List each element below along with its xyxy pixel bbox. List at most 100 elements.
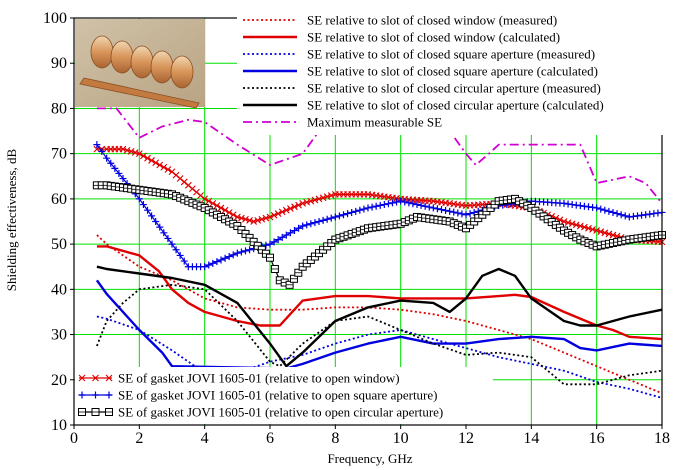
series-6	[96, 71, 663, 204]
series-point-7	[217, 204, 225, 212]
series-point-8	[433, 205, 441, 213]
series-point-8	[323, 215, 331, 223]
y-tick-label: 70	[51, 146, 67, 163]
series-point-8	[242, 247, 249, 255]
series-point-8	[466, 210, 474, 218]
x-tick-label: 18	[654, 430, 670, 447]
series-point-8	[164, 234, 172, 242]
x-tick-label: 14	[523, 430, 539, 447]
series-point-8	[331, 213, 339, 221]
series-point-7	[254, 216, 262, 224]
series-point-8	[360, 205, 368, 213]
series-point-8	[180, 257, 188, 265]
series-point-8	[384, 200, 392, 208]
series-point-8	[168, 240, 176, 248]
series-point-8	[262, 241, 270, 249]
series-point-7	[123, 146, 131, 154]
y-tick-label: 40	[51, 281, 67, 298]
series-point-8	[303, 221, 311, 229]
legend-top-label: Maximum measurable SE	[307, 115, 442, 130]
gasket-finger	[150, 50, 174, 84]
series-point-8	[601, 206, 609, 214]
series-point-8	[364, 204, 372, 212]
legend-top-label: SE relative to slot of closed square ape…	[307, 64, 598, 79]
series-point-7	[597, 228, 605, 236]
legend-bottom-marker	[78, 374, 86, 382]
series-point-8	[107, 159, 115, 167]
series-line-5	[96, 265, 663, 368]
legend-bottom-label: SE of gasket JOVI 1605-01 (relative to o…	[118, 405, 443, 420]
series-point-7	[131, 149, 139, 156]
y-tick-label: 90	[51, 55, 67, 72]
series-point-8	[356, 206, 364, 214]
series-point-8	[172, 246, 180, 254]
series-point-8	[368, 203, 376, 211]
series-point-7	[581, 223, 588, 231]
series-point-8	[397, 197, 405, 205]
legend-top-box	[237, 10, 663, 135]
series-point-7	[140, 152, 147, 160]
gasket-finger	[130, 45, 154, 79]
series-point-8	[152, 218, 160, 225]
series-point-8	[389, 199, 396, 207]
series-point-8	[246, 246, 254, 254]
series-point-8	[315, 218, 323, 225]
series-point-7	[299, 200, 307, 207]
series-point-8	[372, 202, 380, 210]
series-point-8	[470, 208, 478, 216]
series-point-8	[295, 224, 303, 232]
series-point-8	[593, 204, 601, 212]
series-point-7	[564, 219, 572, 227]
y-tick-label: 10	[51, 417, 67, 434]
legend-bottom-marker	[105, 391, 113, 399]
series-point-7	[576, 222, 584, 230]
series-point-7	[266, 213, 274, 221]
series-point-8	[225, 253, 233, 261]
legend-bottom-marker	[92, 374, 99, 382]
y-tick-label: 100	[43, 10, 67, 27]
series-point-8	[319, 216, 327, 224]
gasket-finger	[110, 40, 134, 74]
x-tick-label: 4	[201, 430, 209, 447]
series-point-8	[209, 259, 217, 267]
series-point-7	[213, 202, 221, 210]
series-point-7	[225, 209, 233, 216]
series-line-1	[96, 245, 663, 341]
series-point-8	[421, 202, 429, 210]
series-point-7	[585, 224, 592, 232]
series-point-7	[287, 205, 294, 212]
series-line-4	[96, 283, 663, 386]
series-point-7	[156, 161, 164, 169]
legend-top-label: SE relative to slot of closed circular a…	[307, 98, 604, 113]
series-point-8	[609, 208, 617, 216]
series-point-7	[323, 193, 331, 201]
series-point-8	[229, 251, 237, 259]
series-point-8	[605, 207, 613, 215]
series-point-8	[299, 222, 307, 230]
series-point-8	[613, 210, 621, 218]
series-point-8	[144, 206, 151, 214]
series-point-8	[335, 212, 343, 220]
series-point-8	[213, 258, 221, 266]
series-point-8	[291, 227, 298, 235]
series-point-8	[237, 248, 245, 256]
series-2	[96, 315, 663, 399]
y-tick-label: 30	[51, 327, 67, 344]
series-point-7	[144, 154, 151, 162]
series-point-8	[307, 220, 315, 228]
legend-bottom-label: SE of gasket JOVI 1605-01 (relative to o…	[118, 371, 400, 386]
series-point-8	[139, 201, 147, 209]
series-point-7	[560, 218, 568, 225]
legend-bottom-box	[75, 367, 493, 424]
legend-top: SE relative to slot of closed window (me…	[237, 10, 663, 135]
series-point-7	[605, 230, 613, 238]
series-point-7	[589, 226, 596, 233]
series-point-8	[311, 219, 319, 227]
x-axis-label: Frequency, GHz	[327, 451, 412, 466]
series-point-8	[278, 233, 286, 241]
series-point-7	[242, 215, 249, 223]
y-tick-label: 60	[51, 191, 67, 208]
series-point-8	[233, 249, 241, 257]
x-tick-label: 2	[135, 430, 143, 447]
